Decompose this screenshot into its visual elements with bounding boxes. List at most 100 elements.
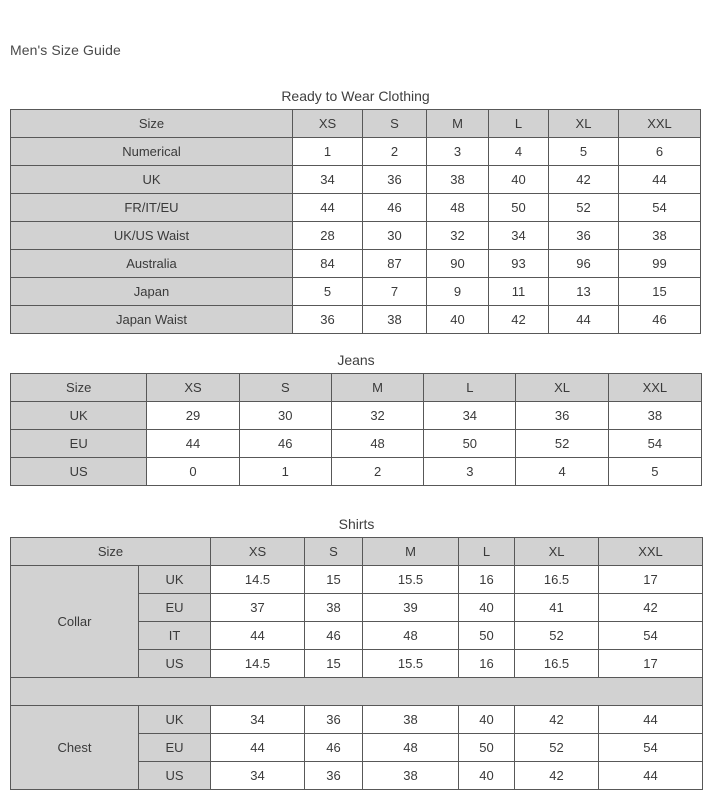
cell: 40 (458, 705, 516, 734)
cell: 29 (146, 401, 240, 430)
cell: 32 (330, 401, 425, 430)
cell: 14.5 (210, 649, 306, 678)
cell: 54 (607, 429, 703, 458)
cell: 44 (292, 193, 363, 222)
cell: 34 (488, 221, 549, 250)
cell: 90 (426, 249, 489, 278)
cell: 40 (458, 761, 516, 790)
cell: 5 (548, 137, 619, 166)
cell: 32 (426, 221, 489, 250)
cell: 48 (330, 429, 425, 458)
cell: 34 (292, 165, 363, 194)
cell: 15.5 (362, 565, 460, 594)
cell: 87 (362, 249, 427, 278)
column-header-size: Size (9, 537, 212, 566)
cell: 34 (210, 761, 306, 790)
row-label: UK/US Waist (10, 221, 293, 250)
column-header-xs: XS (292, 109, 363, 138)
cell: 42 (598, 593, 704, 622)
cell: 36 (362, 165, 427, 194)
cell: 15 (304, 565, 364, 594)
cell: 40 (458, 593, 516, 622)
table-row: Japan 5 7 9 11 13 15 (10, 277, 701, 306)
cell: 36 (304, 761, 364, 790)
row-label: UK (9, 401, 148, 430)
cell: 17 (598, 565, 704, 594)
cell: 36 (304, 705, 364, 734)
cell: 46 (362, 193, 427, 222)
column-header-l: L (423, 373, 517, 402)
cell: 5 (292, 277, 363, 306)
cell: 7 (362, 277, 427, 306)
table-row: Japan Waist 36 38 40 42 44 46 (10, 305, 701, 334)
cell: 16 (458, 649, 516, 678)
cell: 16.5 (514, 649, 600, 678)
cell: 4 (515, 457, 609, 486)
shirts-caption: Shirts (338, 516, 375, 532)
row-label: UK (10, 165, 293, 194)
table-row: UK/US Waist 28 30 32 34 36 38 (10, 221, 701, 250)
column-header-s: S (238, 373, 332, 402)
cell: 36 (548, 221, 619, 250)
column-header-m: M (330, 373, 425, 402)
row-label: IT (137, 621, 212, 650)
cell: 28 (292, 221, 363, 250)
cell: 42 (514, 761, 600, 790)
cell: 36 (515, 401, 609, 430)
cell: 42 (488, 305, 549, 334)
row-label: Australia (10, 249, 293, 278)
column-header-xl: XL (514, 537, 600, 566)
cell: 30 (238, 401, 332, 430)
row-label: UK (137, 705, 212, 734)
row-label: US (137, 761, 212, 790)
spacer-cell (9, 677, 704, 706)
cell: 52 (515, 429, 609, 458)
group-label-collar: Collar (10, 565, 139, 678)
cell: 38 (362, 761, 460, 790)
table-row: FR/IT/EU 44 46 48 50 52 54 (10, 193, 701, 222)
table-row: US 34 36 38 40 42 44 (11, 761, 704, 790)
cell: 54 (598, 621, 704, 650)
cell: 48 (426, 193, 489, 222)
cell: 38 (618, 221, 701, 250)
cell: 11 (488, 277, 549, 306)
cell: 4 (488, 137, 549, 166)
cell: 44 (146, 429, 240, 458)
cell: 38 (426, 165, 489, 194)
column-header-m: M (426, 109, 489, 138)
table-row: EU 37 38 39 40 41 42 (11, 593, 704, 622)
cell: 34 (423, 401, 517, 430)
table-row: UK 34 36 38 40 42 44 (10, 165, 701, 194)
shirts-table: Size XS S M L XL XXL Collar UK 14.5 15 1… (9, 537, 704, 790)
cell: 40 (426, 305, 489, 334)
cell: 44 (210, 621, 306, 650)
cell: 44 (598, 761, 704, 790)
cell: 52 (548, 193, 619, 222)
ready-to-wear-table-block: Ready to Wear Clothing Size XS S M L XL … (10, 88, 701, 334)
cell: 40 (488, 165, 549, 194)
column-header-m: M (362, 537, 460, 566)
column-header-size: Size (10, 109, 293, 138)
column-header-xs: XS (210, 537, 306, 566)
cell: 46 (304, 621, 364, 650)
cell: 1 (238, 457, 332, 486)
row-label: FR/IT/EU (10, 193, 293, 222)
cell: 42 (548, 165, 619, 194)
cell: 37 (210, 593, 306, 622)
cell: 38 (304, 593, 364, 622)
row-label: Japan Waist (10, 305, 293, 334)
cell: 6 (618, 137, 701, 166)
cell: 50 (423, 429, 517, 458)
cell: 46 (304, 733, 364, 762)
cell: 15 (304, 649, 364, 678)
column-header-s: S (304, 537, 364, 566)
cell: 3 (426, 137, 489, 166)
jeans-table-block: Jeans Size XS S M L XL XXL UK 29 30 32 3… (9, 352, 703, 486)
cell: 3 (423, 457, 517, 486)
cell: 17 (598, 649, 704, 678)
table-row: EU 44 46 48 50 52 54 (11, 733, 704, 762)
jeans-table: Size XS S M L XL XXL UK 29 30 32 34 36 3… (9, 373, 703, 486)
cell: 54 (618, 193, 701, 222)
row-label: EU (9, 429, 148, 458)
cell: 16 (458, 565, 516, 594)
